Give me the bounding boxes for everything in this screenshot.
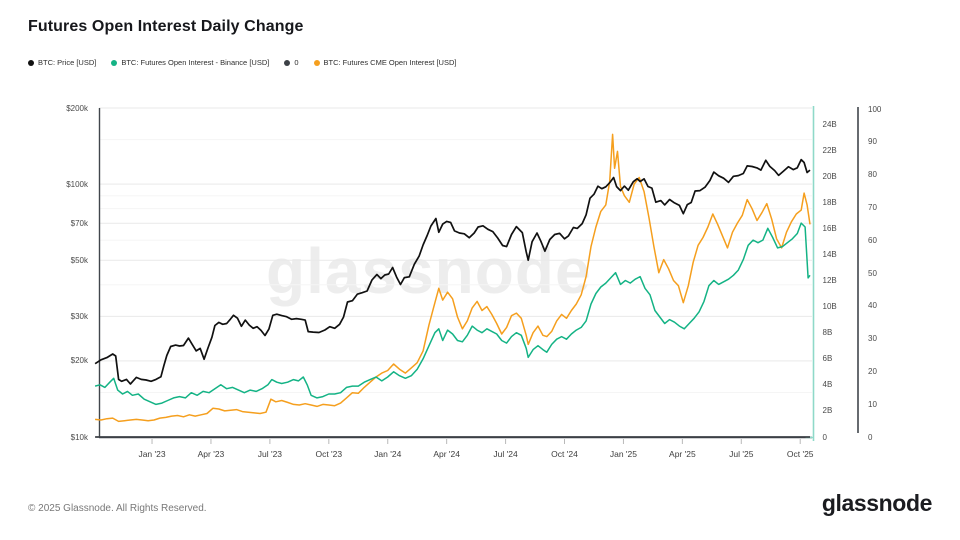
gridlines [99,107,812,438]
oi-axis-tick-label: 0 [822,432,827,442]
price-series-dot-icon [28,59,34,66]
x-axis-tick-label: Jul '25 [729,449,754,459]
oi-axis-tick-label: 24B [822,119,837,129]
scale100-axis-tick-label: 80 [868,170,877,180]
oi-axis-tick-label: 10B [822,302,837,312]
scale100-axis-tick-label: 90 [868,137,877,147]
scale100-axis-tick-label: 10 [868,399,877,409]
x-axis-tick-label: Apr '25 [669,449,696,459]
price-axis-tick-label: $10k [70,432,88,442]
copyright-text: © 2025 Glassnode. All Rights Reserved. [28,503,207,514]
oi-axis-tick-label: 8B [822,328,833,338]
glassnode-logo: glassnode [821,490,933,516]
page-title: Futures Open Interest Daily Change [28,18,304,35]
price-axis-tick-label: $30k [70,311,88,321]
scale100-axis-tick-label: 0 [868,432,873,442]
price-axis-tick-label: $100k [66,179,88,189]
legend-label: BTC: Futures Open Interest - Binance [US… [121,58,270,67]
binance-series-dot-icon [111,59,118,66]
x-axis-ticks [151,439,801,444]
x-axis-tick-label: Jul '24 [493,449,518,459]
cme-series-dot-icon [313,59,320,66]
legend-item-price[interactable]: BTC: Price [USD] [28,58,96,67]
btc-price-series [94,158,811,385]
oi-axis-tick-label: 2B [822,406,833,416]
scale100-axis-tick-label: 20 [868,366,877,376]
legend: BTC: Price [USD] BTC: Futures Open Inter… [28,58,456,67]
legend-item-binance-oi[interactable]: BTC: Futures Open Interest - Binance [US… [111,58,269,67]
scale100-axis-tick-label: 100 [868,104,882,114]
zero-series-dot-icon [284,59,291,66]
oi-axis-tick-label: 16B [822,223,837,233]
x-axis-tick-label: Jul '23 [257,449,283,459]
x-axis-tick-label: Apr '24 [433,449,460,459]
oi-axis-tick-label: 18B [822,197,837,207]
cme-open-interest-series [95,133,811,423]
x-axis-tick-label: Apr '23 [197,449,225,459]
glassnode-watermark: glassnode [266,235,592,307]
oi-axis-tick-label: 4B [822,380,833,390]
price-axis-tick-label: $200k [66,103,88,113]
legend-item-zero[interactable]: 0 [284,58,299,67]
x-axis-tick-label: Jan '25 [609,449,638,459]
binance-open-interest-series [94,222,811,406]
x-axis-tick-label: Jan '23 [138,449,166,459]
oi-axis-tick-label: 12B [822,276,837,285]
x-axis-tick-label: Oct '23 [315,449,343,459]
scale100-axis-tick-label: 40 [868,301,877,311]
legend-label: BTC: Futures CME Open Interest [USD] [323,58,457,67]
scale100-axis-tick-label: 30 [868,334,877,344]
scale100-axis-tick-label: 70 [868,202,877,212]
oi-axis-tick-label: 6B [822,354,833,364]
oi-axis-tick-label: 22B [822,145,837,155]
price-axis-tick-label: $20k [70,356,88,366]
oi-axis-tick-label: 14B [822,249,837,259]
price-axis-tick-label: $50k [70,255,88,265]
price-axis-tick-label: $70k [70,218,88,228]
scale100-axis-tick-label: 50 [868,268,877,278]
oi-axis-tick-label: 20B [822,171,837,181]
legend-label: 0 [294,58,299,67]
x-axis-tick-label: Oct '25 [786,449,814,459]
legend-label: BTC: Price [USD] [38,58,97,67]
x-axis-tick-label: Jan '24 [374,449,402,459]
legend-item-cme-oi[interactable]: BTC: Futures CME Open Interest [USD] [313,58,457,67]
x-axis-tick-label: Oct '24 [551,449,578,459]
scale100-axis-tick-label: 60 [868,235,877,245]
